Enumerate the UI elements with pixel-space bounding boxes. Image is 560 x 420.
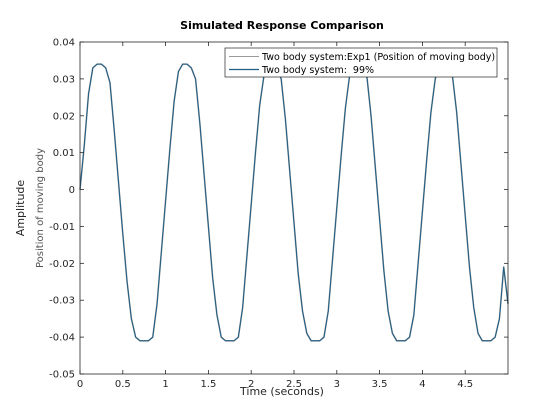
plot-area: 0 0.5 1 1.5 2 2.5 3 3.5 4 4.5 -0.05-0.04-0.03-0.0… bbox=[49, 38, 509, 390]
chart-title: Simulated Response Comparison bbox=[180, 19, 384, 32]
y-tick-label: 0.03 bbox=[53, 74, 75, 85]
y-axis-label: Amplitude bbox=[14, 180, 27, 237]
y-tick-label: 0.02 bbox=[53, 111, 75, 122]
y-tick-label: 0 bbox=[69, 185, 75, 196]
legend-box bbox=[224, 47, 498, 78]
x-tick-label: 2.5 bbox=[286, 379, 302, 390]
x-tick-label: 2 bbox=[248, 379, 254, 390]
x-tick-label: 3 bbox=[334, 379, 340, 390]
x-tick-label: 4.5 bbox=[457, 379, 473, 390]
axes-background bbox=[80, 42, 508, 374]
y-axis-secondary-label: Position of moving body bbox=[35, 148, 46, 268]
x-tick-label: 0.5 bbox=[115, 379, 131, 390]
x-tick-label: 3.5 bbox=[372, 379, 388, 390]
x-tick-label: 1.5 bbox=[200, 379, 216, 390]
y-tick-label: -0.04 bbox=[49, 333, 75, 344]
y-tick-label: -0.02 bbox=[49, 259, 75, 270]
y-tick-label: -0.05 bbox=[49, 370, 75, 381]
x-tick-label: 0 bbox=[77, 379, 83, 390]
legend-entry-model: Two body system: 99% bbox=[261, 65, 374, 76]
x-tick-label: 4 bbox=[419, 379, 425, 390]
legend-entry-exp1: Two body system:Exp1 (Position of moving… bbox=[261, 52, 495, 63]
y-tick-label: -0.03 bbox=[49, 296, 75, 307]
legend: Two body system:Exp1 (Position of moving… bbox=[224, 47, 498, 78]
x-axis-ticks: 0 0.5 1 1.5 2 2.5 3 3.5 4 4.5 bbox=[77, 42, 473, 390]
x-tick-label: 1 bbox=[162, 379, 168, 390]
y-tick-label: 0.01 bbox=[53, 148, 75, 159]
y-tick-label: -0.01 bbox=[49, 222, 75, 233]
y-axis-ticks: -0.05 -0.04 -0.03 -0.02 -0.01 0 0.01 0.02 0.03 0.… bbox=[49, 38, 508, 381]
x-axis-label: Time (seconds) bbox=[239, 385, 324, 398]
y-tick-label: 0.04 bbox=[53, 38, 75, 49]
